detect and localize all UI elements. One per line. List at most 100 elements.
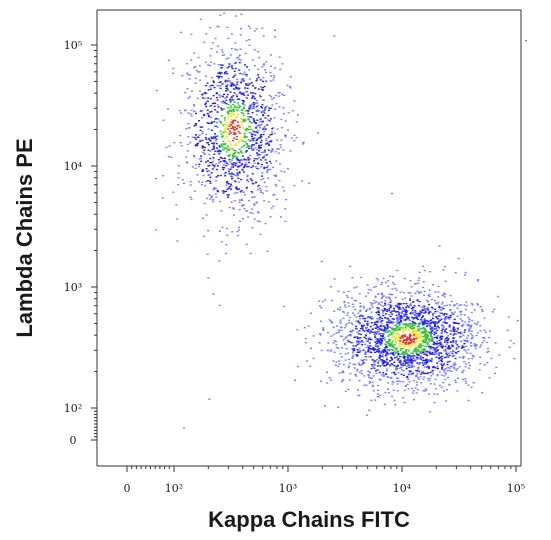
data-point <box>204 102 207 105</box>
data-point <box>205 168 208 170</box>
data-point <box>215 93 218 95</box>
data-point <box>227 115 230 117</box>
data-point <box>356 340 358 342</box>
data-point <box>419 358 422 360</box>
data-point <box>426 366 429 368</box>
data-point <box>436 337 439 339</box>
data-point <box>273 193 276 196</box>
data-point <box>377 384 380 387</box>
data-point <box>362 317 365 320</box>
data-point <box>377 279 380 281</box>
data-point <box>236 175 239 177</box>
data-point <box>237 121 239 123</box>
data-point <box>198 134 201 136</box>
data-point <box>348 379 351 381</box>
data-point <box>427 359 430 361</box>
data-point <box>416 349 419 351</box>
data-point <box>400 373 403 376</box>
data-point <box>391 322 394 324</box>
data-point <box>453 304 456 306</box>
data-point <box>189 113 192 115</box>
data-point <box>230 175 233 177</box>
data-point <box>259 189 262 192</box>
data-point <box>276 139 279 141</box>
data-point <box>249 125 252 128</box>
data-point <box>378 347 381 350</box>
data-point <box>403 360 406 362</box>
data-point <box>240 118 243 121</box>
data-point <box>469 345 472 347</box>
data-point <box>312 357 315 360</box>
data-point <box>382 310 385 312</box>
data-point <box>326 382 329 384</box>
data-point <box>209 27 212 29</box>
data-point <box>386 352 389 354</box>
data-point <box>217 159 220 161</box>
data-point <box>423 290 426 293</box>
data-point <box>216 92 218 94</box>
data-point <box>247 157 250 160</box>
data-point <box>187 122 190 125</box>
data-point <box>417 367 420 369</box>
data-point <box>395 366 398 368</box>
data-point <box>398 335 401 337</box>
data-point <box>441 358 443 360</box>
data-point <box>253 98 256 100</box>
data-point <box>249 252 252 255</box>
data-point <box>227 77 230 80</box>
data-point <box>413 305 416 307</box>
data-point <box>399 349 402 352</box>
y-axis-title: Lambda Chains PE <box>12 138 37 337</box>
data-point <box>240 82 243 84</box>
data-point <box>415 335 417 337</box>
data-point <box>320 307 323 309</box>
data-point <box>262 133 265 136</box>
data-point <box>214 37 217 40</box>
data-point <box>226 111 229 113</box>
data-point <box>204 184 206 187</box>
data-point <box>228 63 231 65</box>
data-point <box>467 340 470 343</box>
data-point <box>426 299 429 302</box>
data-point <box>438 345 441 347</box>
data-point <box>367 373 370 376</box>
data-point <box>243 136 246 139</box>
data-point <box>246 176 249 178</box>
data-point <box>211 84 214 87</box>
data-point <box>394 287 397 290</box>
data-point <box>399 308 402 310</box>
data-point <box>234 149 237 152</box>
data-point <box>420 336 423 338</box>
data-point <box>442 381 445 384</box>
data-point <box>161 197 164 199</box>
data-point <box>256 138 259 140</box>
data-point <box>371 331 374 333</box>
data-point <box>421 341 424 343</box>
data-point <box>426 307 429 309</box>
data-point <box>232 99 235 101</box>
data-point <box>253 162 256 164</box>
data-point <box>404 364 406 366</box>
data-point <box>378 314 381 316</box>
data-point <box>384 355 387 357</box>
data-point <box>388 340 391 342</box>
data-point <box>434 349 437 351</box>
data-point <box>415 381 418 383</box>
data-point <box>379 379 382 381</box>
data-point <box>391 353 394 355</box>
data-point <box>444 293 447 295</box>
data-point <box>403 374 405 377</box>
data-point <box>438 306 441 308</box>
data-point <box>226 67 229 69</box>
data-point <box>385 296 388 298</box>
data-point <box>346 341 349 343</box>
data-point <box>486 362 489 364</box>
data-point <box>456 303 459 305</box>
data-point <box>217 149 220 151</box>
data-point <box>211 168 214 170</box>
data-point <box>216 25 219 27</box>
data-point <box>416 358 419 360</box>
data-point <box>222 131 225 133</box>
data-point <box>274 151 277 153</box>
data-point <box>233 137 236 139</box>
